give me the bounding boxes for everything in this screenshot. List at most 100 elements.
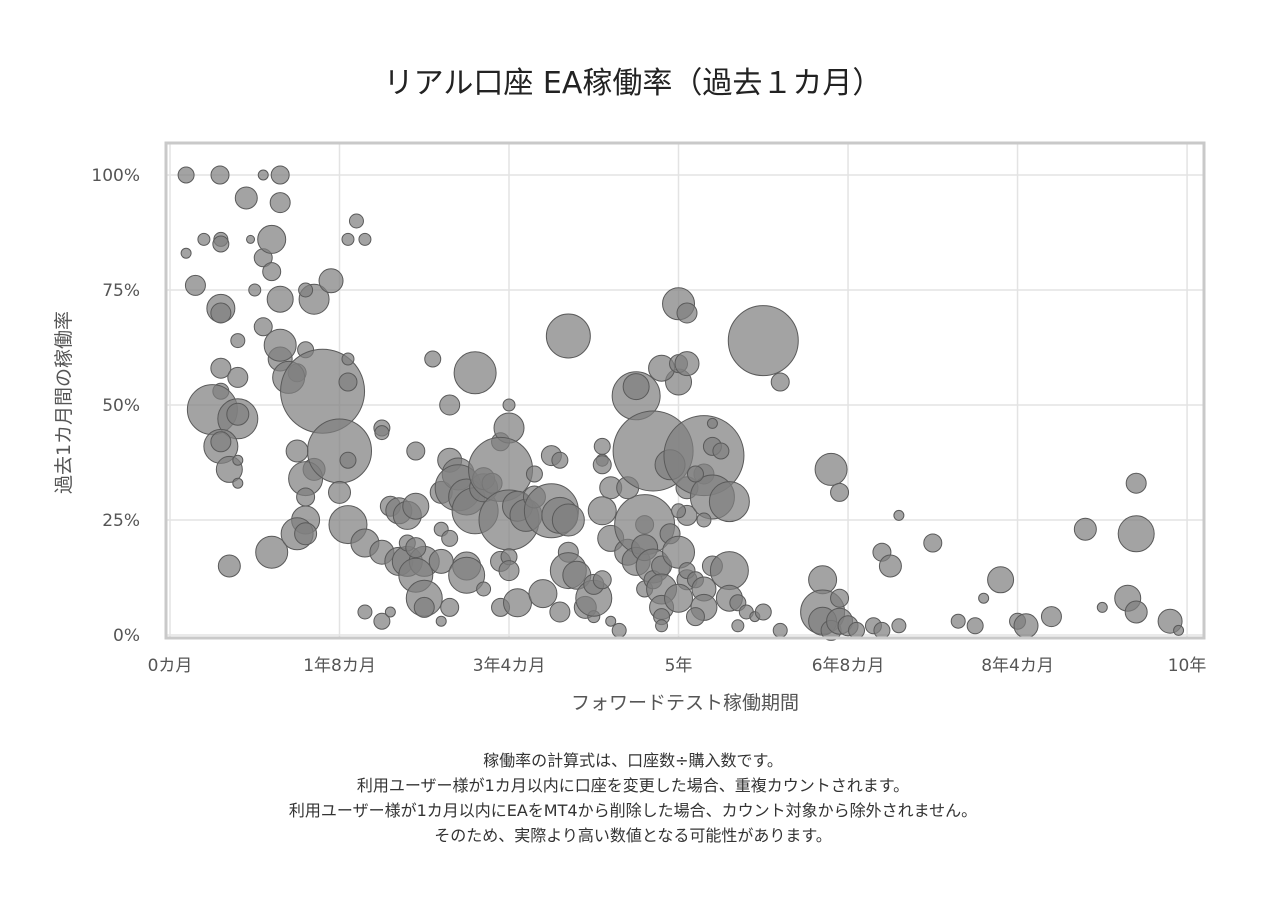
data-point <box>406 441 426 461</box>
data-point <box>234 186 258 210</box>
data-point <box>232 454 244 466</box>
data-point <box>210 431 232 453</box>
data-point <box>1073 517 1097 541</box>
data-point <box>685 607 705 627</box>
data-point <box>655 619 669 633</box>
data-point <box>706 417 718 429</box>
data-point <box>269 192 291 214</box>
x-tick-label: 1年8カ月 <box>303 656 376 676</box>
data-points <box>177 165 1185 641</box>
data-point <box>731 619 745 633</box>
data-point <box>754 603 772 621</box>
data-point <box>232 477 244 489</box>
data-point <box>358 232 372 246</box>
note-line: 利用ユーザー様が1カ月以内にEAをMT4から削除した場合、カウント対象から除外さ… <box>288 801 978 820</box>
x-axis-title: フォワードテスト稼働期間 <box>571 692 799 714</box>
data-point <box>592 570 612 590</box>
data-point <box>357 604 373 620</box>
data-point <box>611 622 627 638</box>
data-point <box>502 588 532 618</box>
data-point <box>1173 624 1185 636</box>
data-point <box>435 615 447 627</box>
data-point <box>1117 515 1155 553</box>
data-point <box>263 328 297 362</box>
data-point <box>545 313 591 359</box>
y-tick-label: 25% <box>102 511 140 531</box>
data-point <box>413 596 435 618</box>
y-tick-label: 50% <box>102 396 140 416</box>
data-point <box>830 588 850 608</box>
data-point <box>246 234 256 244</box>
data-point <box>671 503 687 519</box>
data-point <box>424 350 442 368</box>
data-point <box>891 618 907 634</box>
data-point <box>440 597 460 617</box>
data-point <box>453 351 497 395</box>
data-point <box>708 481 750 523</box>
data-point <box>318 268 344 294</box>
data-point <box>662 535 696 569</box>
data-point <box>341 352 355 366</box>
x-tick-label: 10年 <box>1168 656 1207 676</box>
data-point <box>257 224 287 254</box>
data-point <box>772 622 788 638</box>
data-point <box>248 283 262 297</box>
data-point <box>712 442 730 460</box>
data-point <box>374 425 390 441</box>
data-point <box>950 613 966 629</box>
data-point <box>622 373 650 401</box>
y-tick-label: 0% <box>113 626 140 646</box>
data-point <box>551 503 585 537</box>
y-tick-label: 75% <box>102 281 140 301</box>
data-point <box>253 317 273 337</box>
data-point <box>1040 606 1062 628</box>
data-point <box>341 232 355 246</box>
data-point <box>686 465 704 483</box>
footnotes: 稼働率の計算式は、口座数÷購入数です。 利用ユーザー様が1カ月以内に口座を変更し… <box>0 748 1266 848</box>
note-line: 稼働率の計算式は、口座数÷購入数です。 <box>483 751 783 770</box>
data-point <box>605 615 617 627</box>
data-point <box>262 262 282 282</box>
data-point <box>966 617 984 635</box>
data-point <box>210 357 232 379</box>
x-axis-ticks: 0カ月 1年8カ月 3年4カ月 5年 6年8カ月 8年4カ月 10年 <box>148 656 1207 676</box>
data-point <box>923 533 943 553</box>
data-point <box>328 480 352 504</box>
data-point <box>177 166 195 184</box>
x-tick-label: 5年 <box>665 656 693 676</box>
data-point <box>210 165 230 185</box>
data-point <box>498 560 520 582</box>
x-tick-label: 3年4カ月 <box>473 656 546 676</box>
data-point <box>210 302 232 324</box>
x-tick-label: 8年4カ月 <box>981 656 1054 676</box>
data-point <box>978 592 990 604</box>
data-point <box>217 554 241 578</box>
data-point <box>448 556 486 594</box>
data-point <box>476 581 492 597</box>
data-point <box>405 537 427 559</box>
chart-title: リアル口座 EA稼働率（過去１カ月） <box>383 66 883 101</box>
data-point <box>384 606 396 618</box>
x-tick-label: 6年8カ月 <box>812 656 885 676</box>
data-point <box>1013 613 1039 639</box>
data-point <box>873 621 891 639</box>
data-point <box>296 487 316 507</box>
data-point <box>676 302 698 324</box>
data-point <box>439 394 461 416</box>
data-point <box>528 579 558 609</box>
data-point <box>285 439 309 463</box>
data-point <box>587 496 617 526</box>
data-point <box>255 535 289 569</box>
data-point <box>184 274 206 296</box>
data-point <box>664 583 694 613</box>
data-point <box>1124 600 1148 624</box>
data-point <box>593 437 611 455</box>
data-point <box>339 451 357 469</box>
y-tick-label: 100% <box>91 166 140 186</box>
data-point <box>294 522 318 546</box>
data-point <box>197 232 211 246</box>
data-point <box>298 282 314 298</box>
data-point <box>230 333 246 349</box>
data-point <box>402 492 430 520</box>
